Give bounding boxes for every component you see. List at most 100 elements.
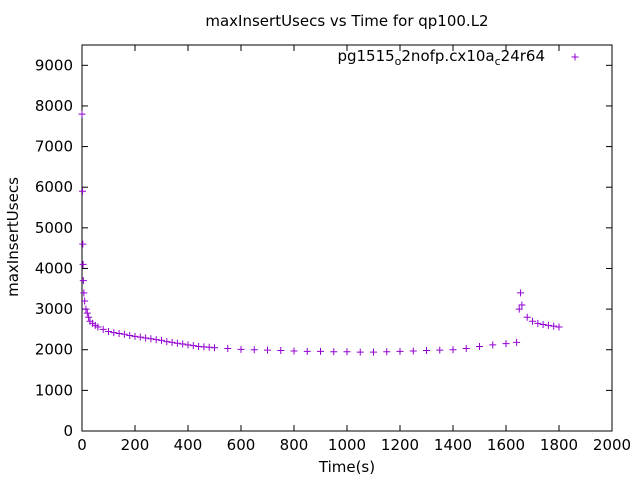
x-tick-label: 1200 xyxy=(381,436,419,454)
plot-frame xyxy=(81,44,613,432)
data-point xyxy=(277,347,285,355)
plot-border xyxy=(81,44,613,432)
x-tick-label: 0 xyxy=(77,436,87,454)
data-point xyxy=(383,348,391,356)
data-point xyxy=(290,347,298,355)
data-point xyxy=(502,340,510,348)
chart-title: maxInsertUsecs vs Time for qp100.L2 xyxy=(205,12,488,30)
data-point xyxy=(523,313,531,321)
y-tick-label: 1000 xyxy=(35,381,73,399)
x-tick-label: 800 xyxy=(280,436,309,454)
legend: pg1515o2nofp.cx10ac24r64 xyxy=(337,47,579,68)
data-point xyxy=(173,339,181,347)
legend-label-end: 24r64 xyxy=(501,47,545,65)
data-point xyxy=(476,342,483,350)
data-point xyxy=(449,346,457,354)
legend-label-sub1: o xyxy=(395,55,402,68)
data-point xyxy=(317,347,324,355)
data-point xyxy=(544,321,552,329)
x-tick-label: 400 xyxy=(174,436,203,454)
data-point xyxy=(79,240,87,248)
legend-marker xyxy=(571,53,579,61)
data-point xyxy=(78,110,86,118)
y-tick-label: 3000 xyxy=(35,300,73,318)
data-point xyxy=(555,323,563,331)
data-point xyxy=(82,305,90,313)
data-point xyxy=(515,305,523,313)
data-point xyxy=(189,342,197,350)
x-tick-label: 1000 xyxy=(328,436,366,454)
data-point xyxy=(179,340,187,348)
data-point xyxy=(136,333,144,341)
data-point xyxy=(250,346,258,354)
data-point xyxy=(211,344,218,352)
data-point xyxy=(126,332,134,340)
data-point xyxy=(163,338,171,346)
data-point xyxy=(330,348,338,356)
data-point xyxy=(370,348,377,356)
legend-label-main: pg1515 xyxy=(337,47,394,65)
data-point xyxy=(94,323,102,331)
data-point xyxy=(105,327,112,335)
data-point xyxy=(539,321,547,329)
x-axis-title: Time(s) xyxy=(318,458,375,476)
data-points xyxy=(78,110,563,356)
y-axis: 0 1000 2000 3000 4000 5000 6000 7000 8000 9000 xyxy=(35,56,612,440)
y-tick-label: 4000 xyxy=(35,259,73,277)
data-point xyxy=(184,341,192,349)
data-point xyxy=(99,325,107,333)
data-point xyxy=(83,309,91,317)
data-point xyxy=(120,330,128,338)
data-point xyxy=(518,301,526,309)
data-point xyxy=(436,346,444,354)
legend-marker-symbol xyxy=(571,53,579,61)
data-point xyxy=(110,329,118,337)
data-point xyxy=(147,335,155,343)
y-tick-label: 8000 xyxy=(35,97,73,115)
data-point xyxy=(81,297,89,305)
data-point xyxy=(79,277,87,285)
y-tick-label: 6000 xyxy=(35,178,73,196)
legend-label: pg1515o2nofp.cx10ac24r64 xyxy=(337,47,545,68)
data-point xyxy=(85,313,93,321)
data-point xyxy=(489,341,497,349)
y-tick-label: 9000 xyxy=(35,56,73,74)
legend-label-mid: 2nofp.cx10a xyxy=(401,47,494,65)
data-point xyxy=(396,347,404,355)
y-tick-label: 5000 xyxy=(35,219,73,237)
x-tick-label: 1400 xyxy=(434,436,472,454)
data-point xyxy=(303,347,311,355)
data-point xyxy=(550,322,558,330)
data-point xyxy=(115,329,123,337)
y-tick-label: 7000 xyxy=(35,138,73,156)
data-point xyxy=(131,332,139,340)
data-point xyxy=(517,289,525,297)
data-point xyxy=(79,260,87,268)
x-tick-label: 1600 xyxy=(487,436,525,454)
data-point xyxy=(356,348,364,356)
legend-label-sub2: c xyxy=(495,55,501,68)
data-point xyxy=(158,336,165,344)
y-tick-label: 2000 xyxy=(35,341,73,359)
y-tick-label: 0 xyxy=(63,422,73,440)
y-axis-title: maxInsertUsecs xyxy=(4,177,22,297)
data-point xyxy=(423,347,430,355)
data-point xyxy=(264,346,271,354)
data-point xyxy=(237,345,245,353)
data-point xyxy=(80,289,88,297)
x-tick-label: 2000 xyxy=(593,436,631,454)
x-axis: 0 200 400 600 800 1000 1200 1400 1600 1800 2000 xyxy=(77,45,631,454)
data-point xyxy=(462,345,470,353)
data-point xyxy=(409,347,417,355)
x-tick-label: 600 xyxy=(227,436,256,454)
data-point xyxy=(224,345,232,353)
x-tick-label: 1800 xyxy=(540,436,578,454)
data-point xyxy=(529,317,536,325)
data-point xyxy=(513,338,521,346)
x-tick-label: 200 xyxy=(121,436,150,454)
data-point xyxy=(79,187,87,195)
data-point xyxy=(152,336,160,344)
data-point xyxy=(343,348,351,356)
data-point xyxy=(142,334,150,342)
